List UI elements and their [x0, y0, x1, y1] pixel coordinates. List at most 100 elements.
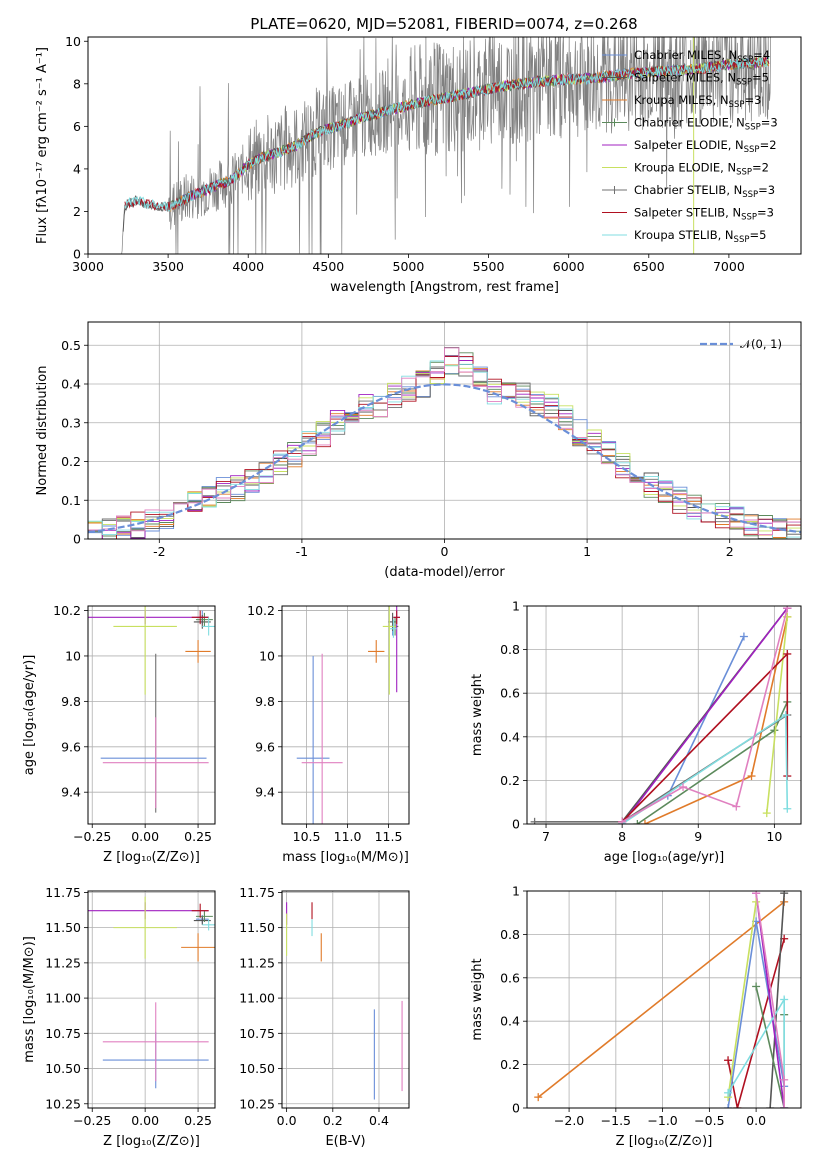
x-tick-label: -1: [296, 544, 308, 559]
legend-subscript: SSP: [734, 235, 750, 245]
series-marker: [747, 772, 756, 781]
y-axis-label: mass weight: [470, 674, 485, 756]
x-tick-label: 5500: [473, 259, 505, 274]
y-tick-label: 1: [512, 599, 520, 614]
x-tick-label: 5000: [393, 259, 425, 274]
series-marker: [752, 891, 761, 898]
data-point: [102, 717, 209, 809]
x-axis-label: Z [log₁₀(Z/Z⊙)]: [103, 1134, 200, 1149]
data-point: [193, 916, 211, 925]
data-point: [102, 1002, 209, 1082]
y-tick-label: 6: [73, 119, 81, 134]
x-tick-label: 0.25: [184, 1113, 212, 1128]
x-tick-label: -2: [153, 544, 165, 559]
series-marker: [618, 817, 627, 824]
data-point: [195, 910, 213, 922]
y-tick-label: 11.25: [45, 955, 81, 970]
plot-area: [286, 902, 403, 1100]
series-marker: [781, 711, 790, 719]
y-tick-label: 0.2: [500, 1057, 520, 1072]
legend-suffix: =3: [761, 116, 778, 130]
y-tick-label: 9.4: [61, 785, 81, 800]
y-tick-label: 10: [65, 648, 81, 663]
y-tick-label: 11.00: [45, 991, 81, 1006]
normal-reference-curve: [88, 383, 801, 534]
legend-suffix: =2: [752, 161, 769, 175]
x-tick-label: 10.5: [293, 829, 321, 844]
data-point: [191, 903, 209, 918]
y-tick-label: 0.6: [500, 970, 520, 985]
x-axis-label: age [log₁₀(age/yr)]: [604, 850, 725, 865]
axes-frame: [87, 321, 802, 540]
data-point: [191, 610, 209, 625]
x-tick-label: −1.0: [647, 1113, 677, 1128]
y-tick-label: 0.1: [61, 493, 81, 508]
legend-label: Chabrier STELIB, NSSP=3: [634, 183, 775, 200]
x-tick-label: 0: [441, 544, 449, 559]
data-point: [390, 619, 397, 638]
series-line-6: [766, 616, 789, 814]
y-tick-label: 0.6: [500, 686, 520, 701]
legend-suffix: =2: [760, 138, 777, 152]
x-tick-label: 1: [583, 544, 591, 559]
series-marker: [724, 1104, 733, 1108]
series-line-3: [769, 893, 785, 1108]
y-tick-label: 8: [73, 76, 81, 91]
legend-subscript: SSP: [736, 168, 752, 178]
data-point: [181, 933, 215, 962]
y-tick-label: 11.75: [239, 885, 275, 900]
y-tick-label: 0: [512, 817, 520, 832]
grid: [88, 891, 215, 1108]
y-tick-label: 10: [65, 34, 81, 49]
data-point: [301, 653, 343, 824]
axes-layer: 3000 3500 4000 4500 5000 5500 6000 6500 70000246…: [22, 34, 802, 1149]
axes-frame: [526, 605, 802, 825]
x-axis-label: (data-model)/error: [384, 565, 505, 580]
legend-suffix: =3: [757, 206, 774, 220]
data-point: [113, 606, 177, 695]
grid: [282, 891, 409, 1108]
legend-label: 𝒩(0, 1): [740, 337, 782, 351]
series-marker: [783, 649, 792, 658]
y-tick-label: 0.8: [500, 927, 520, 942]
x-tick-label: 6000: [553, 259, 585, 274]
y-tick-label: 11.50: [45, 920, 81, 935]
axes-frame: [87, 890, 216, 1109]
data-point: [202, 919, 215, 931]
y-tick-label: 10.2: [53, 603, 81, 618]
y-tick-label: 0.4: [500, 729, 520, 744]
x-tick-label: 0.00: [131, 829, 159, 844]
x-tick-label: 4000: [232, 259, 264, 274]
x-tick-label: 8: [618, 829, 626, 844]
series-marker: [530, 817, 539, 824]
legend-label: Kroupa STELIB, NSSP=5: [634, 228, 766, 245]
series-line-7: [727, 901, 757, 1098]
legend-suffix: =4: [753, 48, 770, 62]
series-marker: [780, 1075, 789, 1084]
y-axis-label: mass weight: [470, 958, 485, 1040]
x-tick-label: 7000: [713, 259, 745, 274]
legend-label: Salpeter ELODIE, NSSP=2: [634, 138, 777, 155]
plot-area: [88, 606, 215, 813]
x-tick-label: 0.2: [323, 1113, 343, 1128]
model-line-9: [124, 56, 770, 212]
y-tick-label: 9.8: [61, 694, 81, 709]
series-marker: [724, 1056, 733, 1065]
x-tick-label: 0.0: [277, 1113, 297, 1128]
x-tick-label: 9: [694, 829, 702, 844]
x-axis-label: Z [log₁₀(Z/Z⊙)]: [616, 1134, 713, 1149]
series-marker: [640, 820, 649, 824]
x-tick-label: 6500: [633, 259, 665, 274]
legend-subscript: SSP: [742, 190, 758, 200]
legend-subscript: SSP: [744, 145, 760, 155]
y-tick-label: 9.4: [255, 785, 275, 800]
x-tick-label: 10: [766, 829, 782, 844]
y-tick-label: 10.25: [45, 1096, 81, 1111]
panel-weight-vs-Z: −2.0 −1.5 −1.0 −0.5 0.0 0 0.2 0.4 0.6 0.8 1 Z [log₁…: [470, 884, 802, 1149]
x-tick-label: 7: [542, 829, 550, 844]
y-tick-label: 1: [512, 884, 520, 899]
histogram-series-10: [88, 347, 801, 536]
panel-age-vs-Z: −0.25 0.00 0.25 9.4 9.6 9.8 10 10.2 Z [log₁₀(Z/Z…: [22, 603, 216, 865]
series-line-1: [621, 636, 745, 823]
axes-frame: [281, 890, 410, 1109]
